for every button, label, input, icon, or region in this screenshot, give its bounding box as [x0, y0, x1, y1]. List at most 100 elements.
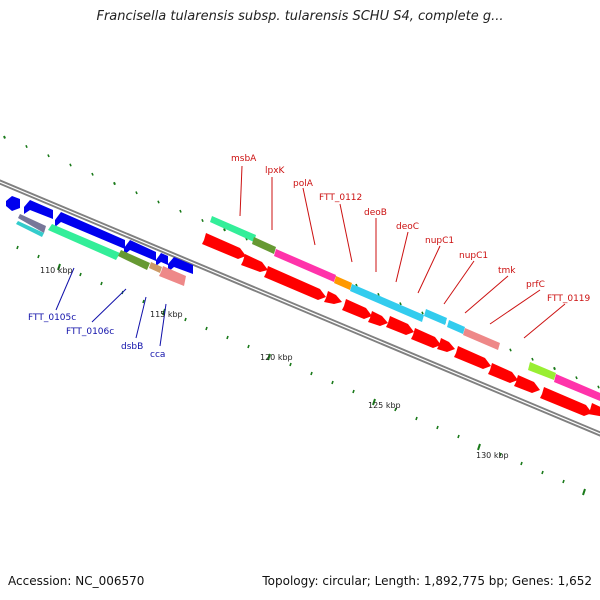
scale-tick — [16, 245, 19, 250]
gene-label-nupC1-a[interactable]: nupC1 — [425, 236, 454, 246]
label-leader-line — [395, 231, 409, 283]
gene-arrow[interactable] — [342, 299, 372, 319]
gene-block[interactable] — [447, 320, 465, 334]
gene-arrow[interactable] — [124, 240, 156, 261]
label-leader-line — [239, 165, 243, 217]
scale-tick — [331, 380, 334, 385]
ring-dot — [179, 209, 182, 213]
ring-dot — [597, 385, 600, 389]
ring-dot — [553, 366, 556, 371]
ring-dot — [399, 302, 402, 306]
gene-arrow[interactable] — [6, 196, 20, 211]
gene-block[interactable] — [274, 249, 336, 282]
forward-gene-labels: msbA lpxK polA FTT_0112 deoB deoC nupC1 … — [231, 154, 591, 339]
gene-label-cca[interactable]: cca — [150, 350, 165, 360]
ring-dot — [135, 191, 138, 195]
scale-tick — [247, 344, 250, 349]
scale-tick — [205, 326, 208, 331]
gene-label-deoB[interactable]: deoB — [364, 208, 387, 218]
ring-dot — [377, 292, 380, 297]
gene-label-FTT_0112[interactable]: FTT_0112 — [319, 193, 362, 203]
gene-label-lpxK[interactable]: lpxK — [265, 166, 286, 176]
ring-dot — [201, 218, 204, 223]
scale-tick — [289, 362, 292, 367]
scale-label: 115 kbp — [150, 310, 183, 319]
ring-dot — [69, 163, 72, 167]
scale-tick — [520, 461, 523, 466]
scale-label: 125 kbp — [368, 401, 401, 410]
gene-block[interactable] — [18, 214, 46, 233]
scale-tick — [142, 299, 145, 304]
gene-arrow[interactable] — [368, 311, 388, 326]
scale-tick — [57, 263, 61, 271]
gene-block[interactable] — [528, 362, 556, 380]
label-leader-line — [91, 288, 127, 323]
gene-block[interactable] — [334, 276, 352, 290]
gene-arrow[interactable] — [488, 363, 518, 383]
gene-label-polA[interactable]: polA — [293, 179, 314, 189]
gene-label-prfC[interactable]: prfC — [526, 280, 545, 290]
gene-label-nupC1-b[interactable]: nupC1 — [459, 251, 488, 261]
reverse-strand-category-track — [16, 214, 186, 286]
gene-arrow[interactable] — [55, 212, 125, 249]
gene-arrow[interactable] — [202, 233, 246, 259]
gene-arrow[interactable] — [514, 375, 540, 393]
gene-arrow[interactable] — [437, 338, 455, 352]
gene-block[interactable] — [350, 284, 424, 322]
gene-arrow[interactable] — [454, 346, 491, 369]
gene-arrow[interactable] — [386, 316, 414, 335]
ring-dot — [531, 357, 534, 361]
gene-block[interactable] — [252, 237, 276, 254]
accession-text: Accession: NC_006570 — [8, 574, 145, 588]
scale-tick — [184, 317, 187, 322]
forward-strand-track — [202, 233, 600, 417]
gene-label-FTT_0105c[interactable]: FTT_0105c — [28, 313, 76, 323]
gene-label-dsbB[interactable]: dsbB — [121, 342, 143, 352]
gene-arrow[interactable] — [540, 387, 592, 416]
ring-dot — [47, 154, 50, 158]
scale-label: 120 kbp — [260, 353, 293, 362]
gene-block[interactable] — [463, 328, 500, 350]
scale-tick — [499, 452, 502, 457]
ring-dot — [113, 181, 116, 186]
label-leader-line — [464, 275, 509, 314]
gene-block[interactable] — [16, 221, 44, 237]
genome-backbone — [0, 179, 600, 437]
label-leader-line — [443, 260, 475, 305]
scale-tick — [37, 254, 40, 259]
gene-label-tmk[interactable]: tmk — [498, 266, 516, 276]
gene-block[interactable] — [554, 374, 600, 403]
gene-arrow[interactable] — [156, 253, 168, 266]
gene-arrow[interactable] — [241, 254, 268, 272]
scale-label: 130 kbp — [476, 451, 509, 460]
gene-block[interactable] — [149, 262, 162, 273]
scale-tick — [267, 353, 271, 361]
gene-block[interactable] — [424, 309, 447, 325]
gene-arrow[interactable] — [411, 328, 441, 348]
scale-tick — [310, 371, 313, 376]
label-leader-line — [523, 303, 566, 339]
gene-arrow[interactable] — [324, 291, 342, 304]
gene-label-FTT_0106c[interactable]: FTT_0106c — [66, 327, 114, 337]
scale-tick — [226, 335, 229, 340]
scale-label: 110 kbp — [40, 266, 73, 275]
label-leader-line — [55, 267, 75, 311]
scale-labels: 110 kbp 115 kbp 120 kbp 125 kbp 130 kbp — [40, 266, 509, 460]
gene-label-msbA[interactable]: msbA — [231, 154, 257, 164]
label-leader-line — [159, 303, 167, 347]
gene-arrow[interactable] — [588, 403, 600, 417]
gene-label-FTT_0119[interactable]: FTT_0119 — [547, 294, 591, 304]
gene-block[interactable] — [210, 216, 256, 242]
label-leader-line — [339, 203, 353, 263]
gene-block[interactable] — [159, 266, 186, 286]
gene-label-deoC[interactable]: deoC — [396, 222, 419, 232]
gene-arrow[interactable] — [264, 266, 326, 300]
ring-dot — [509, 348, 512, 352]
gene-arrow[interactable] — [168, 257, 193, 274]
gene-arrow[interactable] — [24, 200, 53, 219]
gene-block[interactable] — [48, 224, 120, 260]
gene-block[interactable] — [118, 250, 150, 270]
scale-tick — [79, 272, 82, 277]
